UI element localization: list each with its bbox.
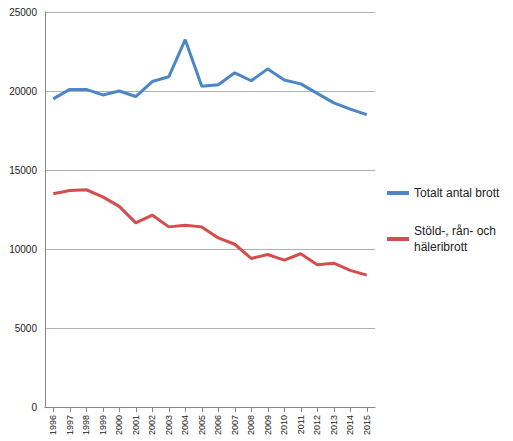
svg-text:0: 0 <box>31 402 37 413</box>
svg-text:2006: 2006 <box>213 415 223 435</box>
svg-text:2011: 2011 <box>296 415 306 434</box>
svg-text:2002: 2002 <box>147 415 157 435</box>
svg-text:2014: 2014 <box>345 415 355 435</box>
svg-text:2007: 2007 <box>230 415 240 435</box>
svg-text:25000: 25000 <box>9 7 37 18</box>
svg-text:2012: 2012 <box>312 415 322 435</box>
svg-text:1996: 1996 <box>48 415 58 435</box>
svg-text:2005: 2005 <box>197 415 207 435</box>
svg-text:2013: 2013 <box>329 415 339 435</box>
svg-text:5000: 5000 <box>15 323 38 334</box>
svg-text:2004: 2004 <box>180 415 190 435</box>
svg-text:2015: 2015 <box>362 415 372 435</box>
svg-text:2010: 2010 <box>279 415 289 435</box>
svg-text:1998: 1998 <box>81 415 91 435</box>
svg-text:2009: 2009 <box>263 415 273 435</box>
svg-text:Totalt antal brott: Totalt antal brott <box>414 186 500 200</box>
svg-text:10000: 10000 <box>9 244 37 255</box>
svg-text:2000: 2000 <box>114 415 124 435</box>
svg-text:2008: 2008 <box>246 415 256 435</box>
svg-text:häleribrott: häleribrott <box>414 240 468 254</box>
svg-text:Stöld-, rån- och: Stöld-, rån- och <box>414 224 499 238</box>
svg-text:20000: 20000 <box>9 86 37 97</box>
svg-text:1999: 1999 <box>98 415 108 435</box>
svg-text:15000: 15000 <box>9 165 37 176</box>
svg-text:2001: 2001 <box>131 415 141 435</box>
svg-text:2003: 2003 <box>164 415 174 435</box>
svg-text:1997: 1997 <box>65 415 75 435</box>
